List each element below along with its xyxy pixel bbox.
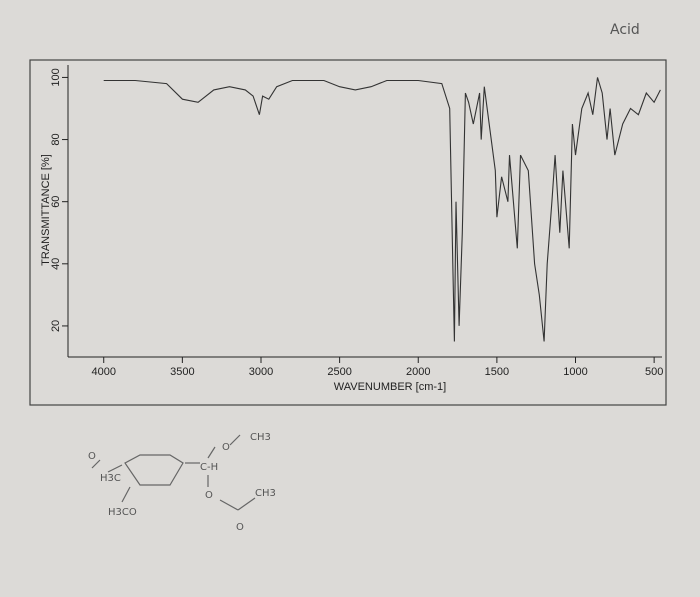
annotation: H3CO — [108, 507, 137, 518]
y-tick-label: 60 — [50, 196, 62, 208]
annotation: O — [222, 442, 230, 453]
x-tick-label: 2000 — [406, 366, 430, 378]
x-tick-label: 3000 — [249, 366, 273, 378]
x-tick-label: 1000 — [563, 366, 587, 378]
annotation: CH3 — [250, 432, 271, 443]
x-tick-label: 2500 — [327, 366, 351, 378]
y-tick-label: 20 — [50, 320, 62, 332]
annotation: C-H — [200, 462, 218, 473]
y-axis-label: TRANSMITTANCE [%] — [40, 154, 52, 266]
spectrum-line — [103, 77, 661, 342]
y-tick-label: 100 — [50, 68, 62, 86]
y-tick-label: 80 — [50, 133, 62, 145]
annotation: Acid — [610, 22, 640, 38]
frame — [29, 59, 667, 406]
x-tick-label: 4000 — [91, 366, 115, 378]
x-tick-label: 3500 — [170, 366, 194, 378]
annotation: O — [236, 522, 244, 533]
annotation: O — [88, 451, 96, 462]
annotation: H3C — [100, 473, 121, 484]
x-tick-label: 500 — [645, 366, 663, 378]
structure-drawing — [91, 434, 256, 511]
y-tick-label: 40 — [50, 258, 62, 270]
annotation: CH3 — [255, 488, 276, 499]
x-axis-label: WAVENUMBER [cm-1] — [334, 381, 446, 393]
annotation: O — [205, 490, 213, 501]
x-tick-label: 1500 — [485, 366, 509, 378]
